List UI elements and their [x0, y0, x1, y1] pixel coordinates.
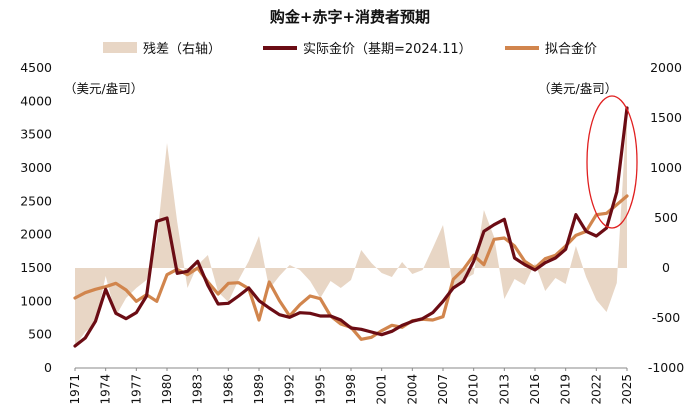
right-tick-label: 0 — [662, 260, 670, 275]
left-axis-unit: （美元/盎司） — [64, 81, 144, 96]
x-tick-label: 2022 — [589, 374, 603, 405]
legend-label-residual: 残差（右轴） — [143, 42, 222, 57]
legend: 残差（右轴） 实际金价（基期=2024.11） 拟合金价 — [0, 38, 700, 58]
x-tick-label: 2010 — [467, 374, 481, 405]
x-tick-label: 1995 — [313, 374, 327, 405]
right-axis-unit: （美元/盎司） — [538, 81, 618, 96]
right-tick-label: 500 — [654, 210, 678, 225]
x-tick-label: 2007 — [436, 374, 450, 405]
legend-item-fitted-gold: 拟合金价 — [505, 38, 597, 57]
left-tick-label: 2000 — [20, 227, 52, 242]
right-tick-label: 1000 — [650, 160, 682, 175]
left-tick-label: 0 — [44, 360, 52, 375]
x-tick-label: 2013 — [497, 374, 511, 405]
x-tick-label: 1998 — [344, 374, 358, 405]
x-tick-label: 2019 — [559, 374, 573, 405]
legend-label-real-gold: 实际金价（基期=2024.11） — [303, 42, 472, 57]
legend-swatch-residual — [103, 42, 137, 53]
highlight-ellipse — [586, 95, 638, 229]
left-tick-label: 4500 — [20, 60, 52, 75]
legend-swatch-real-gold — [263, 45, 297, 50]
legend-swatch-fitted-gold — [505, 45, 539, 50]
x-tick-label: 2001 — [375, 374, 389, 405]
right-tick-label: -500 — [652, 310, 680, 325]
x-tick-label: 1983 — [191, 374, 205, 405]
legend-item-residual: 残差（右轴） — [103, 38, 221, 57]
left-tick-label: 2500 — [20, 193, 52, 208]
left-tick-label: 3500 — [20, 127, 52, 142]
left-tick-label: 1000 — [20, 293, 52, 308]
x-tick-label: 1992 — [283, 374, 297, 405]
x-tick-label: 1971 — [68, 374, 82, 405]
x-tick-label: 2025 — [620, 374, 634, 405]
x-tick-label: 1977 — [129, 374, 143, 405]
x-tick-label: 2004 — [405, 374, 419, 405]
x-tick-label: 1989 — [252, 374, 266, 405]
x-tick-label: 1974 — [99, 374, 113, 405]
legend-label-fitted-gold: 拟合金价 — [545, 42, 598, 57]
left-tick-label: 4000 — [20, 93, 52, 108]
right-tick-label: -1000 — [648, 360, 684, 375]
x-tick-label: 1980 — [160, 374, 174, 405]
x-tick-label: 1986 — [221, 374, 235, 405]
real-gold-line — [73, 106, 629, 348]
left-tick-label: 500 — [28, 327, 52, 342]
residual-area — [75, 108, 627, 346]
legend-item-real-gold: 实际金价（基期=2024.11） — [263, 38, 472, 57]
x-tick-label: 2016 — [528, 374, 542, 405]
chart-title: 购金+赤字+消费者预期 — [269, 8, 431, 26]
right-tick-label: 1500 — [650, 110, 682, 125]
left-tick-label: 3000 — [20, 160, 52, 175]
right-tick-label: 2000 — [650, 60, 682, 75]
left-tick-label: 1500 — [20, 260, 52, 275]
